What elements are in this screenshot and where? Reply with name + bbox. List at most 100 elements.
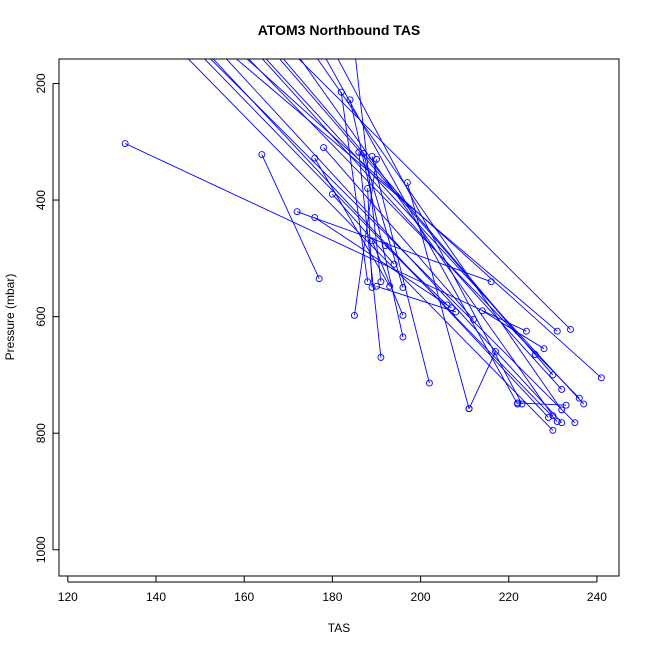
data-point [197, 46, 203, 52]
x-axis: 120 140 160 180 200 220 240 [58, 576, 607, 604]
series-line-segment [317, 59, 563, 411]
series-line-segment [325, 59, 518, 405]
series-line-segment [296, 211, 492, 283]
series-line-segment [384, 245, 448, 306]
data-point [425, 379, 433, 387]
series-line-segment [212, 59, 549, 418]
data-point [206, 51, 212, 57]
data-point [293, 208, 301, 216]
data-point [329, 46, 335, 52]
data-point [575, 394, 583, 402]
series-line-segment [376, 285, 456, 313]
series-line-segment [353, 159, 377, 316]
data-point [250, 46, 256, 52]
series-line-segment [406, 182, 470, 409]
data-point [350, 312, 358, 319]
y-tick-label: 800 [34, 423, 48, 443]
data-point [531, 351, 539, 358]
series-line-segment [337, 59, 523, 405]
series-line-segment [225, 59, 563, 424]
data-point [373, 282, 380, 290]
data-point [294, 51, 300, 57]
data-point [175, 46, 181, 52]
data-point [346, 96, 354, 104]
series-line-segment [298, 59, 571, 330]
data-point [558, 406, 566, 414]
x-axis-label: TAS [328, 621, 350, 635]
data-point [452, 308, 460, 316]
chart-title: ATOM3 Northbound TAS [258, 22, 421, 38]
series-line-segment [246, 59, 602, 379]
data-point [399, 284, 407, 291]
x-tick-label: 140 [146, 590, 166, 604]
data-point [567, 325, 574, 333]
data-point [558, 419, 566, 427]
data-point [522, 327, 530, 335]
data-point [478, 307, 486, 315]
data-point [241, 51, 247, 57]
data-point [399, 312, 407, 319]
data-point [232, 46, 238, 52]
data-point [368, 237, 376, 245]
data-point [465, 405, 473, 413]
data-point [121, 140, 129, 147]
x-tick-label: 160 [234, 590, 254, 604]
series-line-segment [358, 152, 382, 358]
series-line-segment [371, 156, 430, 384]
series-line-segment [517, 402, 567, 406]
data-point [368, 284, 376, 291]
data-point [518, 400, 526, 408]
data-point [321, 51, 327, 57]
data-point [364, 278, 372, 286]
data-point [549, 371, 557, 379]
data-point [381, 242, 389, 249]
series-line-segment [235, 59, 558, 332]
x-tick-label: 180 [322, 590, 342, 604]
data-point [377, 278, 385, 286]
data-point [390, 260, 398, 268]
series-line-segment [355, 59, 382, 282]
series-line-segment [261, 154, 320, 279]
data-point [580, 400, 588, 408]
data-point [443, 301, 451, 309]
plot-frame [58, 58, 620, 577]
data-point [328, 190, 336, 198]
y-tick-label: 200 [34, 73, 48, 93]
series-line-segment [314, 217, 452, 309]
y-axis: 200 400 600 800 1000 [34, 73, 59, 563]
data-point [285, 46, 291, 52]
data-point [487, 278, 495, 286]
x-tick-label: 220 [499, 590, 519, 604]
series-line-segment [482, 310, 545, 350]
series-line-segment [314, 157, 391, 287]
data-point [514, 399, 522, 407]
y-axis-label: Pressure (mbar) [3, 274, 17, 361]
data-point [197, 51, 203, 57]
data-point [470, 316, 477, 323]
data-point [258, 151, 266, 159]
data-point [315, 275, 323, 283]
series-line-segment [323, 147, 474, 320]
series-line-segment [349, 99, 404, 338]
data-point [311, 154, 319, 162]
data-point [219, 51, 225, 57]
data-point [228, 51, 234, 57]
data-point [544, 414, 552, 421]
y-tick-label: 600 [34, 306, 48, 326]
data-point [259, 51, 265, 57]
series-line-segment [468, 351, 496, 409]
series-line-segment [371, 240, 404, 316]
series-line-segment [332, 193, 395, 265]
x-tick-label: 200 [411, 590, 431, 604]
y-tick-label: 400 [34, 190, 48, 210]
data-point [399, 333, 407, 341]
data-point [540, 345, 548, 353]
data-point [320, 144, 328, 152]
data-point [553, 327, 561, 335]
data-point [276, 51, 282, 57]
data-point [558, 386, 566, 393]
series-line-segment [367, 188, 373, 288]
y-tick-label: 1000 [34, 536, 48, 563]
